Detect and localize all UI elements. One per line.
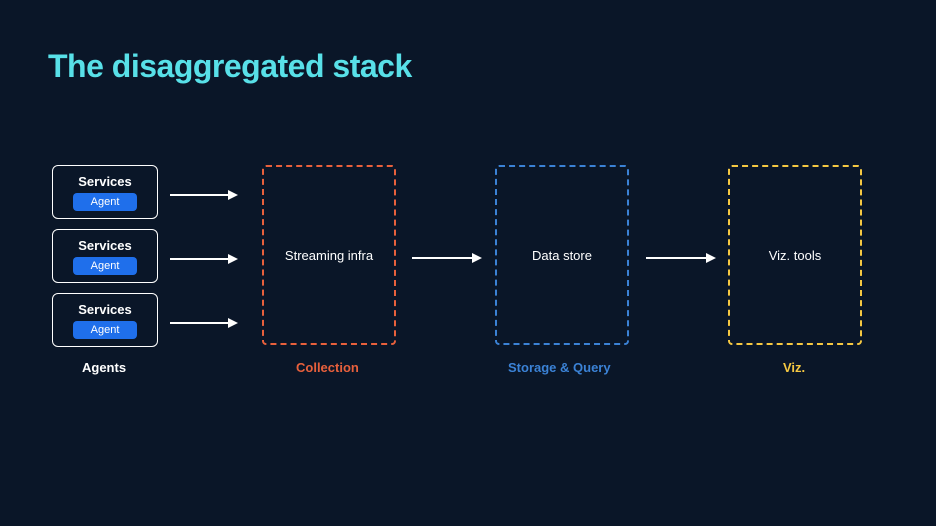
agent-pill: Agent	[73, 193, 138, 211]
stage-storage-text: Data store	[532, 248, 592, 263]
arrow-line	[170, 322, 228, 324]
service-box-0: Services Agent	[52, 165, 158, 219]
arrow-head-icon	[472, 253, 482, 263]
arrow-head-icon	[706, 253, 716, 263]
service-box-1: Services Agent	[52, 229, 158, 283]
service-label: Services	[78, 238, 132, 253]
stage-collection-text: Streaming infra	[285, 248, 373, 263]
arrow-4	[646, 253, 716, 263]
arrow-2	[170, 318, 238, 328]
service-label: Services	[78, 174, 132, 189]
service-box-2: Services Agent	[52, 293, 158, 347]
arrow-0	[170, 190, 238, 200]
caption-storage: Storage & Query	[508, 360, 611, 375]
arrow-head-icon	[228, 254, 238, 264]
caption-viz: Viz.	[783, 360, 805, 375]
arrow-line	[170, 194, 228, 196]
arrow-head-icon	[228, 190, 238, 200]
arrow-line	[646, 257, 706, 259]
arrow-1	[170, 254, 238, 264]
stage-viz-text: Viz. tools	[769, 248, 822, 263]
arrow-head-icon	[228, 318, 238, 328]
stage-collection: Streaming infra	[262, 165, 396, 345]
arrow-line	[412, 257, 472, 259]
stage-viz: Viz. tools	[728, 165, 862, 345]
arrow-3	[412, 253, 482, 263]
agent-pill: Agent	[73, 321, 138, 339]
stage-storage: Data store	[495, 165, 629, 345]
agent-pill: Agent	[73, 257, 138, 275]
arrow-line	[170, 258, 228, 260]
diagram-canvas: Services Agent Services Agent Services A…	[0, 0, 936, 526]
service-label: Services	[78, 302, 132, 317]
caption-collection: Collection	[296, 360, 359, 375]
caption-agents: Agents	[82, 360, 126, 375]
